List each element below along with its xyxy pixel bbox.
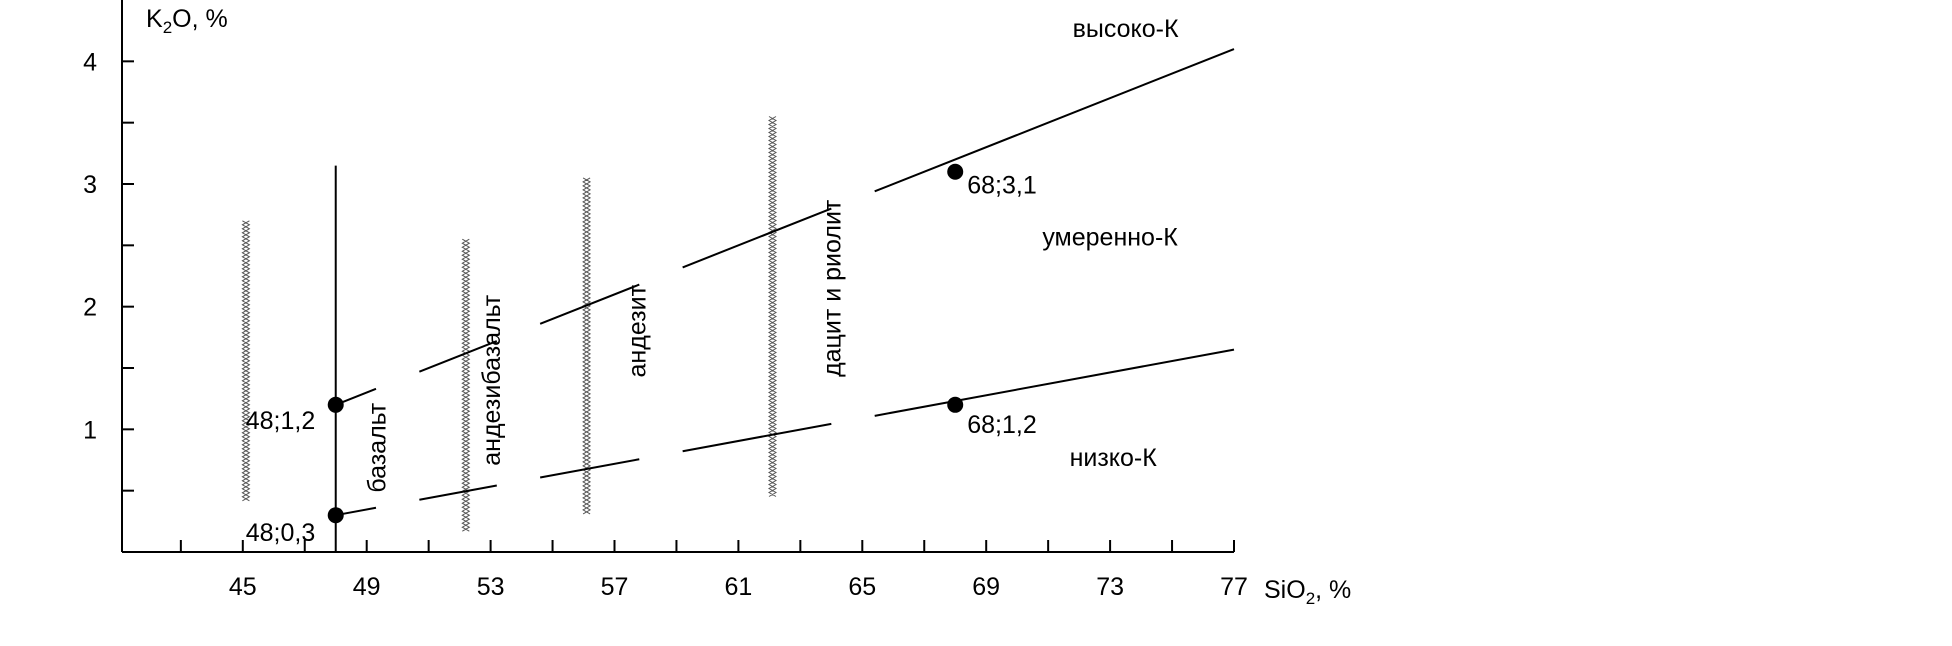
data-point — [327, 507, 344, 524]
point-label: 48;1,2 — [246, 407, 316, 435]
rock-type-label: андезибазальт — [478, 294, 506, 465]
y-axis-title: K2O, % — [146, 5, 228, 37]
upper-boundary-segment — [682, 207, 832, 269]
hatched-bands — [241, 116, 778, 532]
x-tick-label: 57 — [601, 573, 629, 601]
rock-type-label: базальт — [363, 402, 391, 492]
potassium-region-label: низко-К — [1070, 444, 1158, 472]
rock-type-label: дацит и риолит — [819, 199, 847, 377]
boundary-lines — [334, 48, 1235, 552]
y-tick-label: 3 — [83, 171, 97, 199]
data-point — [947, 163, 964, 180]
lower-boundary-segment — [682, 422, 832, 453]
data-points: 48;1,2 48;0,3 68;3,1 68;1,2 — [246, 163, 1037, 547]
x-tick-label: 69 — [972, 573, 1000, 601]
lower-boundary-segment — [419, 484, 497, 501]
data-point — [947, 396, 964, 413]
y-tick-label: 2 — [83, 294, 97, 322]
upper-boundary-segment — [539, 283, 640, 325]
rock-type-label: андезит — [623, 284, 651, 377]
y-tick-label: 4 — [83, 48, 97, 76]
point-label: 68;1,2 — [967, 411, 1037, 439]
hatched-band — [461, 238, 471, 532]
hatched-band — [582, 177, 592, 515]
ticks: 45 49 53 57 61 65 69 73 77 1 2 3 4 — [83, 48, 1248, 601]
y-tick-label: 1 — [83, 416, 97, 444]
x-tick-label: 65 — [848, 573, 876, 601]
hatched-band — [241, 220, 251, 502]
lower-boundary-segment — [539, 458, 640, 479]
x-tick-label: 73 — [1096, 573, 1124, 601]
potassium-region-label: умеренно-К — [1042, 223, 1178, 251]
point-label: 48;0,3 — [246, 519, 316, 547]
upper-boundary-segment — [874, 48, 1235, 193]
x-tick-label: 61 — [724, 573, 752, 601]
x-tick-label: 77 — [1220, 573, 1248, 601]
hatched-band — [767, 116, 778, 497]
upper-boundary-segment — [418, 340, 498, 373]
x-axis-title: SiO2, % — [1264, 576, 1351, 608]
data-point — [327, 396, 344, 413]
x-tick-label: 53 — [477, 573, 505, 601]
lower-boundary-segment — [874, 348, 1235, 417]
point-label: 68;3,1 — [967, 172, 1037, 200]
x-tick-label: 49 — [353, 573, 381, 601]
potassium-region-label: высоко-К — [1073, 15, 1179, 43]
axes — [121, 0, 1234, 553]
chart-labels: высоко-К умеренно-К низко-К базальт андезиба… — [363, 15, 1179, 493]
x-tick-label: 45 — [229, 573, 257, 601]
